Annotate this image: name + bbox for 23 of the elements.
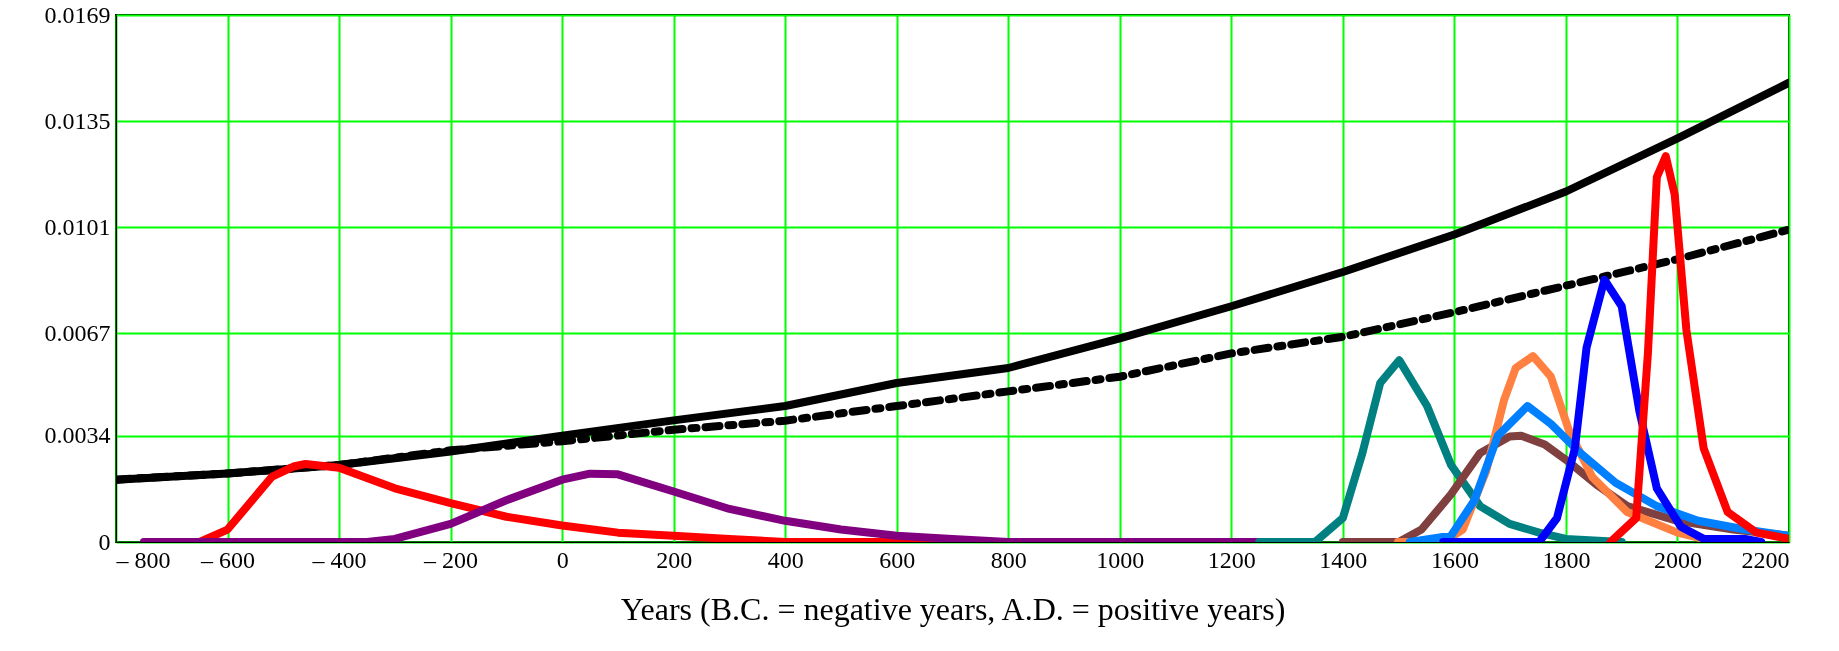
x-tick-label: 400 <box>767 546 804 573</box>
x-tick-label: 1000 <box>1096 546 1145 573</box>
x-tick-label: 800 <box>990 546 1027 573</box>
x-tick-label: – 800 <box>115 546 171 573</box>
y-tick-label: 0.0169 <box>44 1 111 28</box>
x-tick-label: 2200 <box>1741 546 1790 573</box>
x-tick-label: 200 <box>656 546 693 573</box>
y-tick-label: 0.0067 <box>44 319 111 346</box>
x-tick-label: 2000 <box>1653 546 1702 573</box>
y-tick-label: 0.0101 <box>44 213 111 240</box>
x-tick-label: 1200 <box>1207 546 1256 573</box>
x-tick-label: – 200 <box>423 546 479 573</box>
x-tick-label: 0 <box>556 546 569 573</box>
y-tick-label: 0.0135 <box>44 107 111 134</box>
x-tick-label: 1600 <box>1430 546 1479 573</box>
x-axis-title: Years (B.C. = negative years, A.D. = positive years) <box>620 590 1286 627</box>
y-tick-label: 0.0034 <box>44 422 111 449</box>
y-tick-label: 0 <box>98 528 111 555</box>
x-tick-label: 600 <box>879 546 916 573</box>
x-tick-label: 1800 <box>1542 546 1591 573</box>
x-tick-label: 1400 <box>1319 546 1368 573</box>
x-tick-label: – 400 <box>311 546 367 573</box>
x-tick-label: – 600 <box>200 546 256 573</box>
